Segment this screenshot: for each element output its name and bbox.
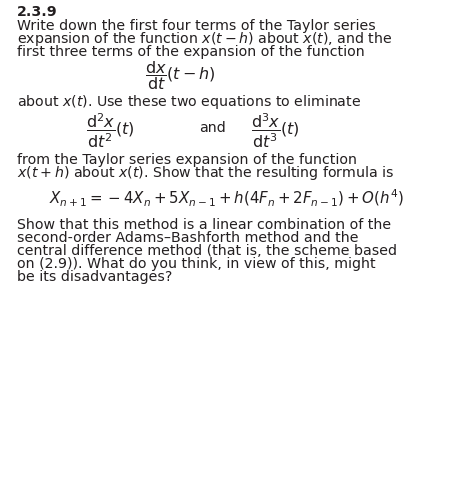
Text: $X_{n+1} = -4X_n + 5X_{n-1} + h(4F_n + 2F_{n-1}) + O(h^4)$: $X_{n+1} = -4X_n + 5X_{n-1} + h(4F_n + 2… [49,188,404,209]
Text: be its disadvantages?: be its disadvantages? [17,270,173,283]
Text: on (2.9)). What do you think, in view of this, might: on (2.9)). What do you think, in view of… [17,257,376,270]
Text: $\dfrac{\mathrm{d}x}{\mathrm{d}t}(t-h)$: $\dfrac{\mathrm{d}x}{\mathrm{d}t}(t-h)$ [145,59,216,91]
Text: second-order Adams–Bashforth method and the: second-order Adams–Bashforth method and … [17,230,359,244]
Text: expansion of the function $x(t - h)$ about $x(t)$, and the: expansion of the function $x(t - h)$ abo… [17,30,393,48]
Text: Write down the first four terms of the Taylor series: Write down the first four terms of the T… [17,19,376,32]
Text: Show that this method is a linear combination of the: Show that this method is a linear combin… [17,217,391,231]
Text: 2.3.9: 2.3.9 [17,5,58,19]
Text: $\dfrac{\mathrm{d}^{3}x}{\mathrm{d}t^{3}}(t)$: $\dfrac{\mathrm{d}^{3}x}{\mathrm{d}t^{3}… [251,111,300,150]
Text: from the Taylor series expansion of the function: from the Taylor series expansion of the … [17,153,357,166]
Text: $x(t + h)$ about $x(t)$. Show that the resulting formula is: $x(t + h)$ about $x(t)$. Show that the r… [17,164,395,182]
Text: about $x(t)$. Use these two equations to eliminate: about $x(t)$. Use these two equations to… [17,92,361,111]
Text: central difference method (that is, the scheme based: central difference method (that is, the … [17,243,397,257]
Text: and: and [199,121,226,134]
Text: first three terms of the expansion of the function: first three terms of the expansion of th… [17,45,365,59]
Text: $\dfrac{\mathrm{d}^{2}x}{\mathrm{d}t^{2}}(t)$: $\dfrac{\mathrm{d}^{2}x}{\mathrm{d}t^{2}… [86,111,135,150]
